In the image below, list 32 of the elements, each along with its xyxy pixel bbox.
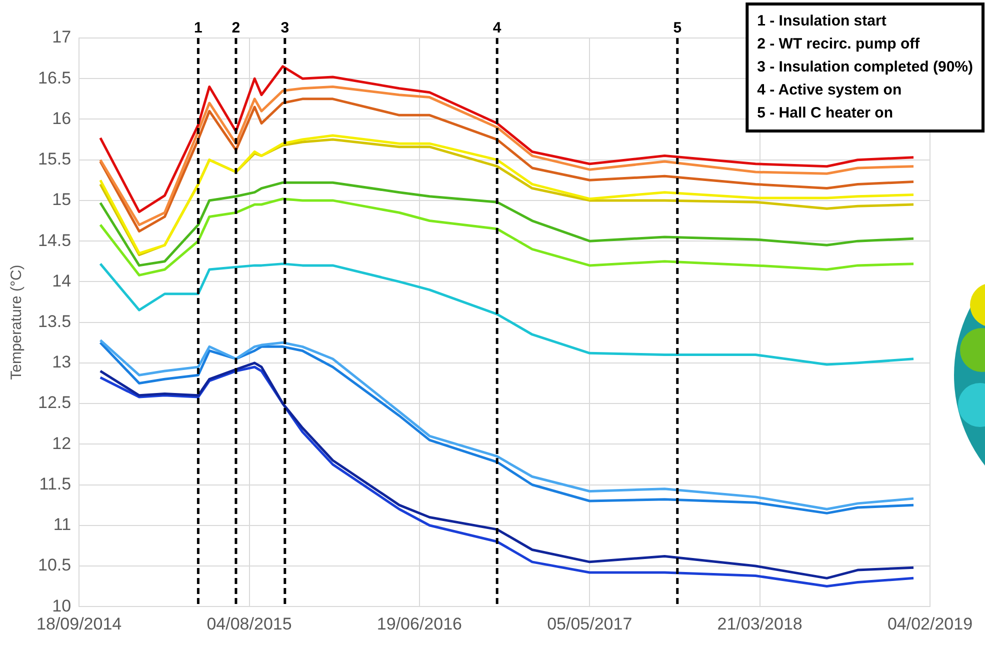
text: 1 - Insulation start <box>757 12 886 30</box>
x-tick-label: 18/09/2014 <box>36 614 122 634</box>
annotation: 5 - Hall C heater on <box>757 104 894 122</box>
y-tick-label: 10.5 <box>38 556 72 575</box>
y-tick-label: 12.5 <box>38 393 72 412</box>
ref-line-label: 4 <box>492 20 502 37</box>
y-tick-label: 13 <box>52 352 72 372</box>
ref-line-label: 3 <box>280 20 290 37</box>
y-tick-label: 11.5 <box>39 474 72 494</box>
y-tick-label: 16 <box>52 108 72 128</box>
x-tick-label: 05/05/2017 <box>547 614 632 634</box>
y-tick-label: 12 <box>52 434 72 453</box>
annotation: 3 - Insulation completed (90%) <box>757 58 974 76</box>
y-tick-label: 15 <box>52 190 72 210</box>
y-axis-title: Temperature (°C) <box>8 264 26 380</box>
y-tick-label: 16.5 <box>38 68 72 88</box>
ref-line-label: 2 <box>232 20 240 37</box>
y-tick-label: 14.5 <box>38 230 72 250</box>
y-tick-label: 17 <box>52 28 72 47</box>
y-tick-label: 11 <box>53 515 72 534</box>
y-tick-label: 13.5 <box>38 312 72 331</box>
ref-line-label: 5 <box>673 20 682 37</box>
annotation: 4 - Active system on <box>757 82 902 99</box>
y-tick-label: 15.5 <box>38 150 72 169</box>
y-tick-label: 10 <box>52 596 72 616</box>
x-tick-label: 04/08/2015 <box>206 614 292 634</box>
x-tick-label: 04/02/2019 <box>887 614 973 634</box>
annotation: 2 - WT recirc. pump off <box>757 36 921 53</box>
x-tick-label: 21/03/2018 <box>717 614 802 634</box>
y-tick-label: 14 <box>52 271 72 290</box>
x-tick-label: 19/06/2016 <box>376 614 462 634</box>
ref-line-label: 1 <box>194 20 202 37</box>
